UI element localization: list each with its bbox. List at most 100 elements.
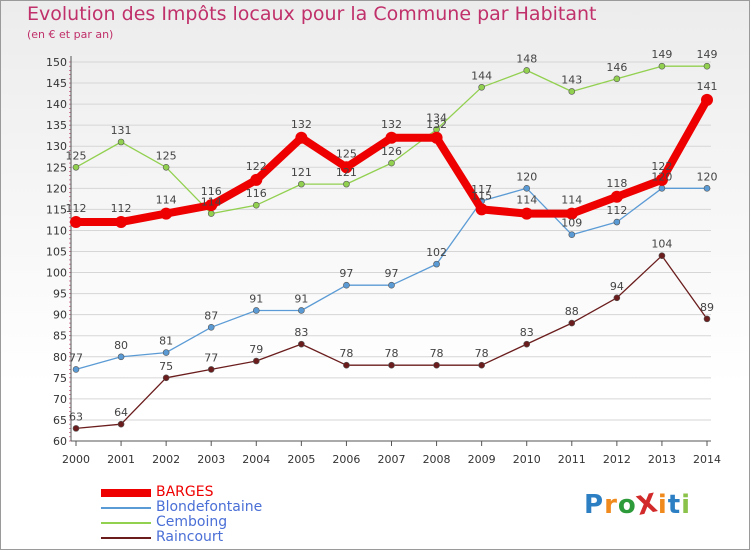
data-point	[117, 420, 125, 428]
data-point	[433, 361, 440, 369]
data-point	[655, 173, 668, 186]
data-point	[72, 366, 80, 373]
y-tick-label: 95	[53, 288, 67, 301]
legend-label: BARGES	[156, 484, 214, 500]
data-label: 63	[69, 410, 83, 423]
data-label: 64	[114, 406, 128, 419]
chart-title: Evolution des Impôts locaux pour la Comm…	[27, 3, 597, 25]
data-label: 120	[516, 170, 537, 183]
y-tick-label: 140	[46, 98, 67, 111]
data-point	[478, 83, 485, 91]
chart-subtitle: (en € et par an)	[27, 28, 114, 41]
data-label: 132	[381, 118, 402, 131]
data-point	[613, 75, 621, 83]
data-point	[478, 361, 485, 369]
legend-swatch	[101, 537, 151, 539]
data-label: 122	[246, 160, 267, 173]
x-tick-label: 2007	[378, 453, 406, 466]
data-point	[388, 159, 395, 167]
logo-letter: X	[633, 488, 661, 522]
data-point	[523, 185, 531, 192]
x-tick-label: 2014	[693, 453, 721, 466]
x-tick-label: 2009	[468, 453, 496, 466]
data-label: 132	[426, 118, 447, 131]
data-label: 118	[606, 177, 627, 190]
y-tick-label: 65	[53, 414, 67, 427]
y-tick-label: 150	[46, 56, 67, 69]
data-point	[568, 319, 576, 327]
data-point	[568, 88, 576, 95]
data-label: 114	[561, 194, 582, 207]
data-point	[523, 67, 531, 74]
legend-entry-blondefontaine: Blondefontaine	[101, 499, 361, 515]
y-tick-label: 90	[53, 309, 67, 322]
data-point	[658, 252, 666, 260]
data-point	[475, 203, 488, 216]
data-point	[298, 180, 305, 188]
data-label: 146	[606, 61, 627, 74]
data-label: 122	[651, 160, 672, 173]
data-label: 87	[204, 309, 218, 322]
data-point	[703, 315, 711, 323]
x-tick-label: 2005	[287, 453, 315, 466]
data-point	[565, 207, 578, 220]
data-label: 109	[561, 217, 582, 230]
legend-label: Raincourt	[156, 529, 224, 545]
data-label: 88	[565, 305, 579, 318]
data-point	[252, 307, 260, 314]
y-tick-label: 60	[53, 435, 67, 448]
data-point	[613, 294, 621, 302]
data-label: 83	[294, 326, 308, 339]
data-point	[70, 216, 82, 229]
data-point	[658, 62, 666, 70]
data-label: 97	[339, 267, 353, 280]
data-label: 91	[249, 292, 263, 305]
data-point	[295, 131, 308, 144]
legend-label: Cemboing	[156, 514, 228, 530]
data-label: 149	[697, 48, 718, 61]
data-label: 126	[381, 145, 402, 158]
data-point	[610, 190, 623, 203]
x-tick-label: 2010	[513, 453, 541, 466]
x-tick-label: 2001	[107, 453, 135, 466]
data-label: 144	[471, 69, 492, 82]
x-tick-label: 2011	[558, 453, 586, 466]
data-label: 89	[700, 301, 714, 314]
data-label: 112	[66, 202, 87, 215]
proxiti-logo: ProXiti	[584, 488, 691, 522]
data-point	[298, 307, 305, 314]
data-label: 77	[204, 351, 218, 364]
data-point	[343, 180, 350, 188]
data-label: 81	[159, 335, 173, 348]
x-tick-label: 2012	[603, 453, 631, 466]
data-label: 79	[249, 343, 263, 356]
legend-entry-raincourt: Raincourt	[101, 529, 361, 545]
data-label: 91	[294, 292, 308, 305]
data-label: 78	[475, 347, 489, 360]
data-point	[205, 199, 218, 212]
data-label: 75	[159, 360, 173, 373]
legend-entry-barges: BARGES	[101, 484, 361, 500]
data-label: 80	[114, 339, 128, 352]
data-label: 114	[156, 194, 177, 207]
data-point	[72, 425, 80, 432]
data-point	[703, 185, 711, 192]
x-tick-label: 2008	[423, 453, 451, 466]
data-point	[117, 353, 125, 361]
y-tick-label: 135	[46, 119, 67, 132]
x-tick-label: 2004	[242, 453, 270, 466]
x-tick-label: 2002	[152, 453, 180, 466]
x-tick-label: 2003	[197, 453, 225, 466]
data-point	[568, 231, 576, 238]
legend-swatch	[101, 507, 151, 509]
y-tick-label: 100	[46, 267, 67, 280]
data-point	[388, 361, 395, 369]
data-point	[117, 138, 125, 146]
legend-swatch	[101, 489, 151, 497]
data-point	[207, 210, 215, 217]
x-tick-label: 2006	[332, 453, 360, 466]
series	[70, 62, 713, 432]
data-label: 143	[561, 73, 582, 86]
data-label: 121	[291, 166, 312, 179]
